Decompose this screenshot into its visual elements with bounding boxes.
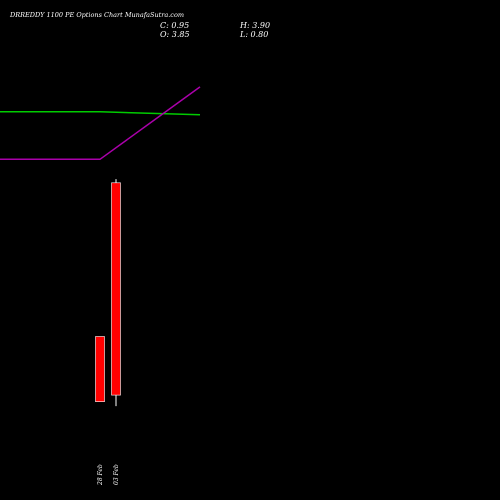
low-value: L: 0.80: [239, 30, 268, 39]
series-layer: [0, 86, 201, 161]
x-tick-label-1: 03 Feb: [113, 464, 120, 485]
candle-body-1: [111, 182, 121, 396]
candle-body-0: [95, 336, 105, 402]
chart-title: DRREDDY 1100 PE Options Chart MunafaSutr…: [9, 11, 184, 19]
indicator-line-0: [0, 111, 201, 116]
close-value: C: 0.95: [160, 21, 189, 30]
indicator-line-1: [0, 86, 201, 161]
x-axis-ticks: 28 Feb 03 Feb: [97, 464, 120, 486]
open-value: O: 3.85: [160, 30, 190, 39]
x-tick-label-0: 28 Feb: [97, 464, 104, 486]
candle-layer: [95, 179, 121, 407]
high-value: H: 3.90: [239, 21, 270, 30]
